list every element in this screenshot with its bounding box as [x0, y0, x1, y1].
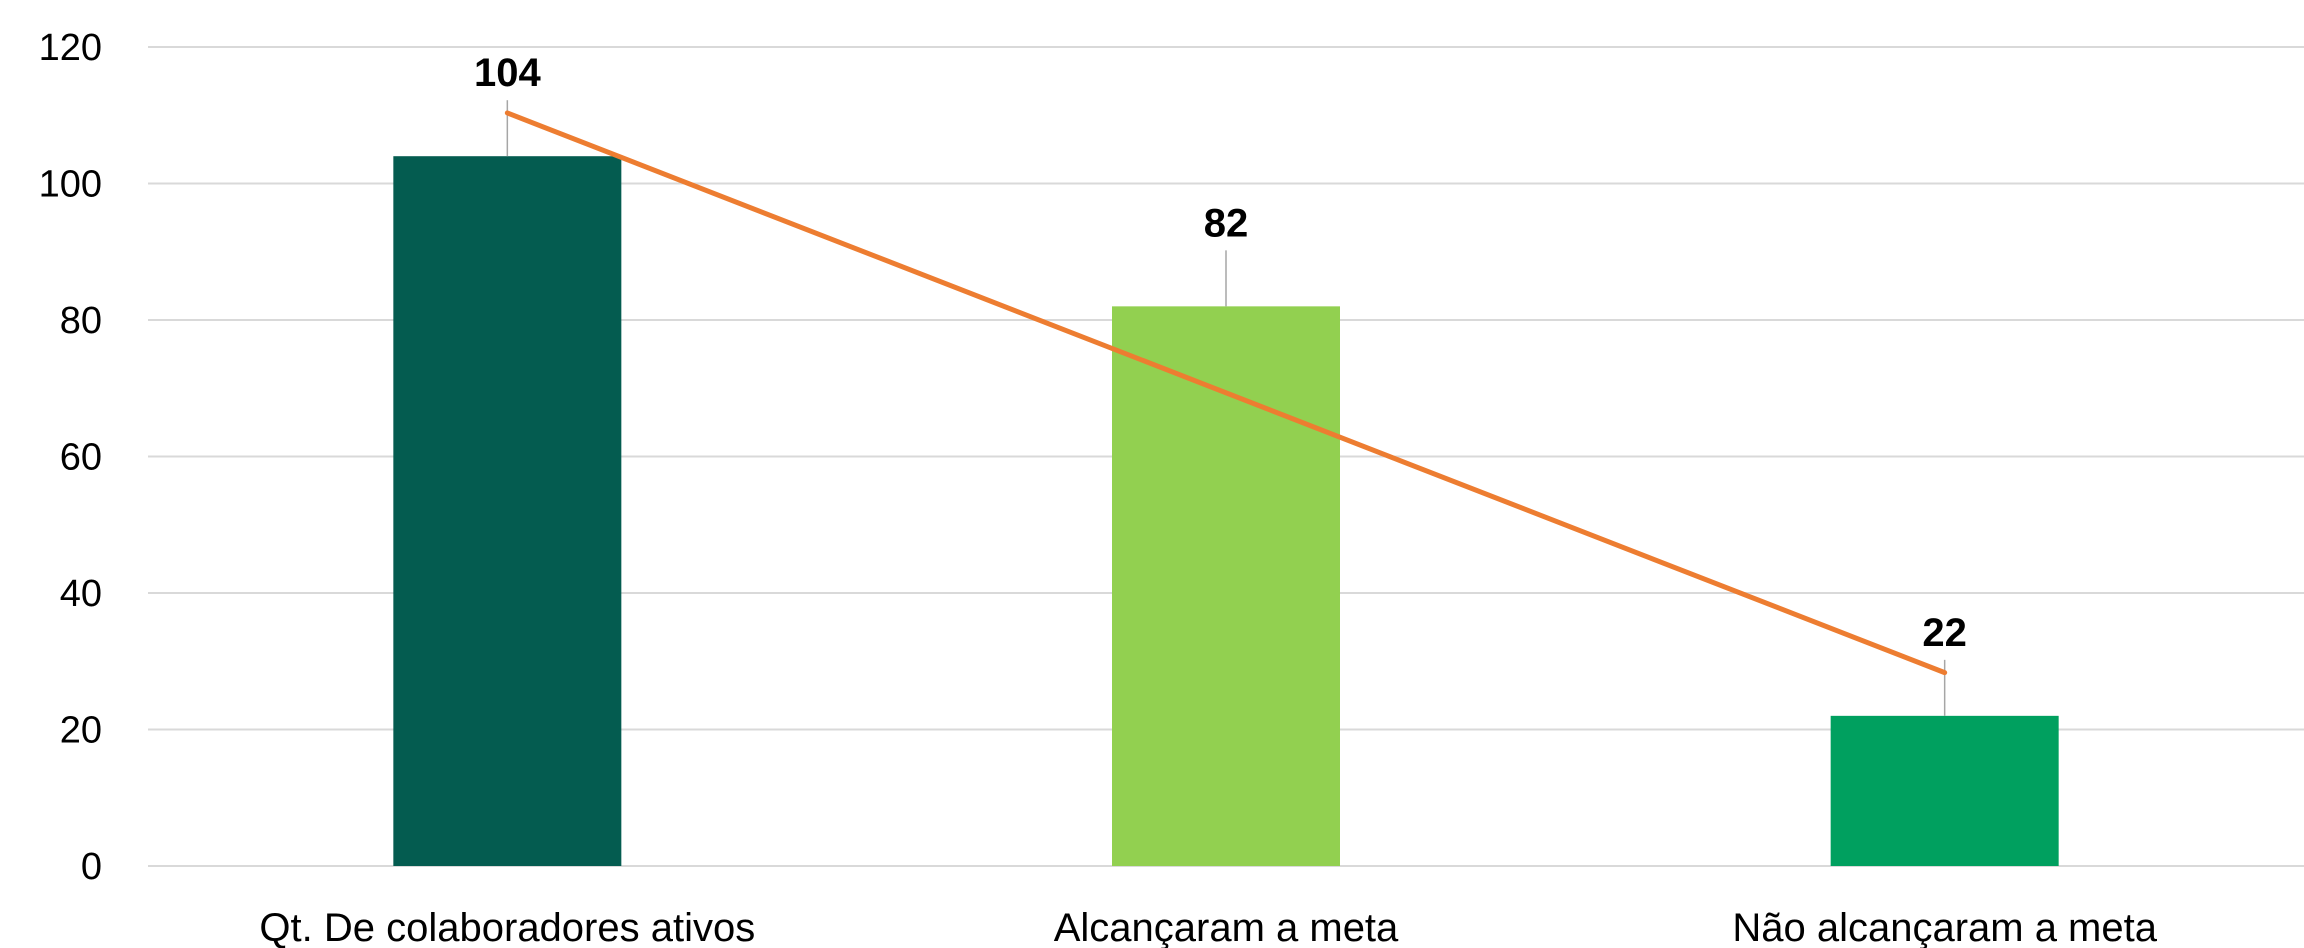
bar-2: [1112, 306, 1340, 867]
y-tick-label: 40: [60, 573, 102, 615]
trend-layer: [504, 110, 1948, 676]
bar-3: [1830, 715, 2059, 866]
y-tick-label: 100: [39, 164, 102, 206]
data-label-3: 22: [1922, 611, 1967, 655]
category-label-3: Não alcançaram a meta: [1732, 906, 2157, 948]
y-tick-label: 20: [60, 710, 102, 752]
data-label-2: 82: [1204, 201, 1249, 245]
bar-layer: [393, 156, 2059, 867]
leader-layer: [506, 100, 1946, 716]
bar-1: [393, 156, 622, 866]
trendline: [504, 110, 1948, 676]
category-label-2: Alcançaram a meta: [1054, 906, 1399, 948]
category-label-1: Qt. De colaboradores ativos: [259, 906, 755, 948]
label-layer: 104 82 22: [474, 51, 1967, 655]
y-tick-label: 120: [39, 27, 102, 69]
data-label-1: 104: [474, 51, 541, 95]
y-tick-label: 60: [60, 437, 102, 479]
y-tick-label: 0: [81, 846, 102, 888]
y-tick-label: 80: [60, 300, 102, 342]
axis-layer: 0 20 40 60 80 100 120 Qt. De colaboradores ativ…: [39, 27, 2158, 948]
